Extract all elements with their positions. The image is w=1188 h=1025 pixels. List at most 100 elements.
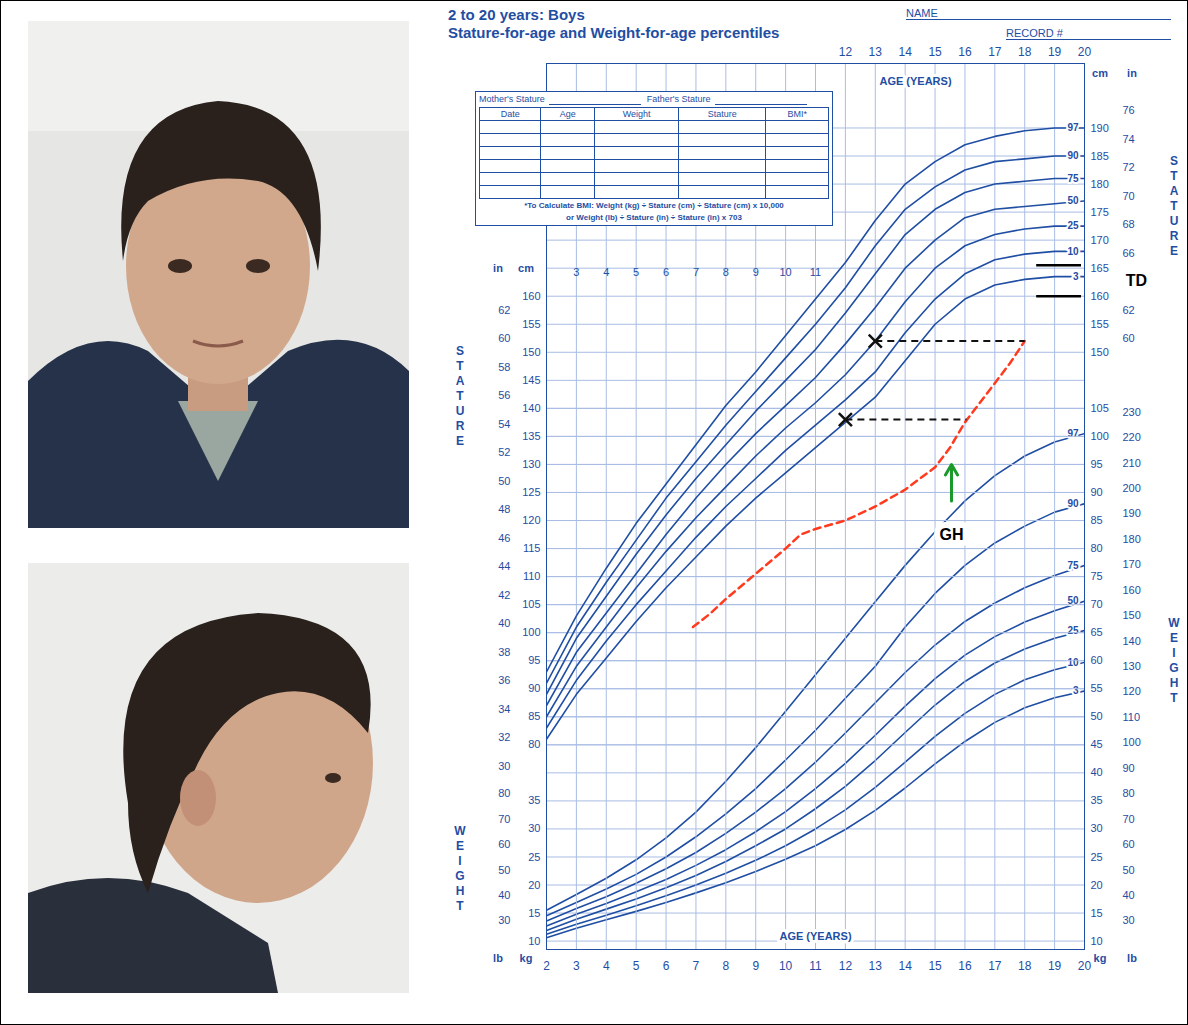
svg-text:18: 18: [1018, 959, 1032, 973]
svg-text:150: 150: [1123, 609, 1141, 621]
svg-text:TD: TD: [1126, 272, 1147, 289]
svg-text:34: 34: [498, 703, 510, 715]
svg-text:8: 8: [723, 266, 729, 278]
svg-text:14: 14: [898, 959, 912, 973]
svg-text:3: 3: [573, 266, 579, 278]
svg-text:54: 54: [498, 418, 510, 430]
svg-text:25: 25: [528, 850, 540, 862]
svg-text:35: 35: [528, 794, 540, 806]
svg-text:95: 95: [528, 654, 540, 666]
svg-text:100: 100: [1091, 430, 1109, 442]
svg-text:170: 170: [1091, 234, 1109, 246]
svg-text:130: 130: [522, 458, 540, 470]
svg-text:76: 76: [1123, 104, 1135, 116]
svg-text:10: 10: [528, 935, 540, 947]
svg-text:150: 150: [522, 346, 540, 358]
svg-text:70: 70: [1123, 190, 1135, 202]
svg-text:70: 70: [1091, 598, 1103, 610]
svg-text:85: 85: [1091, 514, 1103, 526]
svg-text:190: 190: [1123, 507, 1141, 519]
svg-text:58: 58: [498, 361, 510, 373]
svg-text:60: 60: [1091, 654, 1103, 666]
svg-text:56: 56: [498, 389, 510, 401]
svg-text:17: 17: [988, 45, 1002, 59]
svg-text:130: 130: [1123, 660, 1141, 672]
svg-text:9: 9: [752, 959, 759, 973]
svg-text:60: 60: [498, 332, 510, 344]
svg-text:90: 90: [1067, 498, 1079, 509]
svg-text:3: 3: [1073, 685, 1079, 696]
svg-text:13: 13: [869, 45, 883, 59]
svg-text:10: 10: [1067, 246, 1079, 257]
svg-text:90: 90: [1067, 150, 1079, 161]
svg-text:25: 25: [1067, 625, 1079, 636]
svg-text:140: 140: [522, 402, 540, 414]
svg-text:105: 105: [522, 598, 540, 610]
svg-text:50: 50: [1067, 195, 1079, 206]
svg-text:14: 14: [898, 45, 912, 59]
svg-text:160: 160: [1123, 584, 1141, 596]
svg-text:30: 30: [498, 760, 510, 772]
svg-text:20: 20: [1078, 45, 1092, 59]
svg-text:15: 15: [1091, 907, 1103, 919]
svg-text:230: 230: [1123, 406, 1141, 418]
svg-text:25: 25: [1067, 220, 1079, 231]
svg-text:10: 10: [1091, 935, 1103, 947]
svg-text:110: 110: [523, 570, 541, 582]
svg-text:15: 15: [928, 959, 942, 973]
svg-text:7: 7: [693, 266, 699, 278]
svg-text:40: 40: [1123, 889, 1135, 901]
svg-text:75: 75: [1067, 173, 1079, 184]
svg-text:18: 18: [1018, 45, 1032, 59]
svg-text:165: 165: [1091, 262, 1109, 274]
svg-text:74: 74: [1123, 133, 1135, 145]
svg-text:70: 70: [1123, 813, 1135, 825]
svg-text:180: 180: [1091, 178, 1109, 190]
svg-text:90: 90: [528, 682, 540, 694]
svg-text:66: 66: [1123, 247, 1135, 259]
svg-text:140: 140: [1123, 635, 1141, 647]
svg-text:97: 97: [1067, 428, 1079, 439]
svg-text:72: 72: [1123, 161, 1135, 173]
svg-text:30: 30: [1123, 914, 1135, 926]
svg-text:90: 90: [1091, 486, 1103, 498]
svg-text:175: 175: [1091, 206, 1109, 218]
svg-text:75: 75: [1067, 560, 1079, 571]
svg-text:4: 4: [603, 266, 609, 278]
svg-text:11: 11: [809, 959, 822, 973]
svg-text:3: 3: [1073, 271, 1079, 282]
svg-text:155: 155: [1091, 318, 1109, 330]
svg-text:120: 120: [1123, 685, 1141, 697]
svg-text:6: 6: [663, 959, 670, 973]
svg-text:160: 160: [1091, 290, 1109, 302]
svg-text:13: 13: [869, 959, 883, 973]
svg-text:145: 145: [522, 374, 540, 386]
svg-text:44: 44: [498, 560, 510, 572]
svg-text:48: 48: [498, 503, 510, 515]
svg-text:3: 3: [573, 959, 580, 973]
svg-text:85: 85: [528, 710, 540, 722]
svg-text:80: 80: [498, 787, 510, 799]
svg-text:19: 19: [1048, 959, 1062, 973]
svg-text:50: 50: [1091, 710, 1103, 722]
svg-text:180: 180: [1123, 533, 1141, 545]
svg-text:80: 80: [1123, 787, 1135, 799]
svg-text:45: 45: [1091, 738, 1103, 750]
svg-text:35: 35: [1091, 794, 1103, 806]
svg-text:7: 7: [693, 959, 700, 973]
svg-text:25: 25: [1091, 850, 1103, 862]
svg-text:19: 19: [1048, 45, 1062, 59]
svg-text:70: 70: [498, 813, 510, 825]
svg-text:10: 10: [779, 266, 791, 278]
svg-text:110: 110: [1123, 711, 1141, 723]
svg-text:42: 42: [498, 589, 510, 601]
svg-text:38: 38: [498, 646, 510, 658]
svg-text:9: 9: [753, 266, 759, 278]
svg-text:20: 20: [1091, 879, 1103, 891]
svg-text:12: 12: [839, 959, 853, 973]
svg-text:10: 10: [1067, 657, 1079, 668]
svg-text:AGE (YEARS): AGE (YEARS): [779, 930, 851, 942]
svg-text:10: 10: [779, 959, 793, 973]
svg-text:220: 220: [1123, 431, 1141, 443]
svg-text:97: 97: [1067, 122, 1079, 133]
